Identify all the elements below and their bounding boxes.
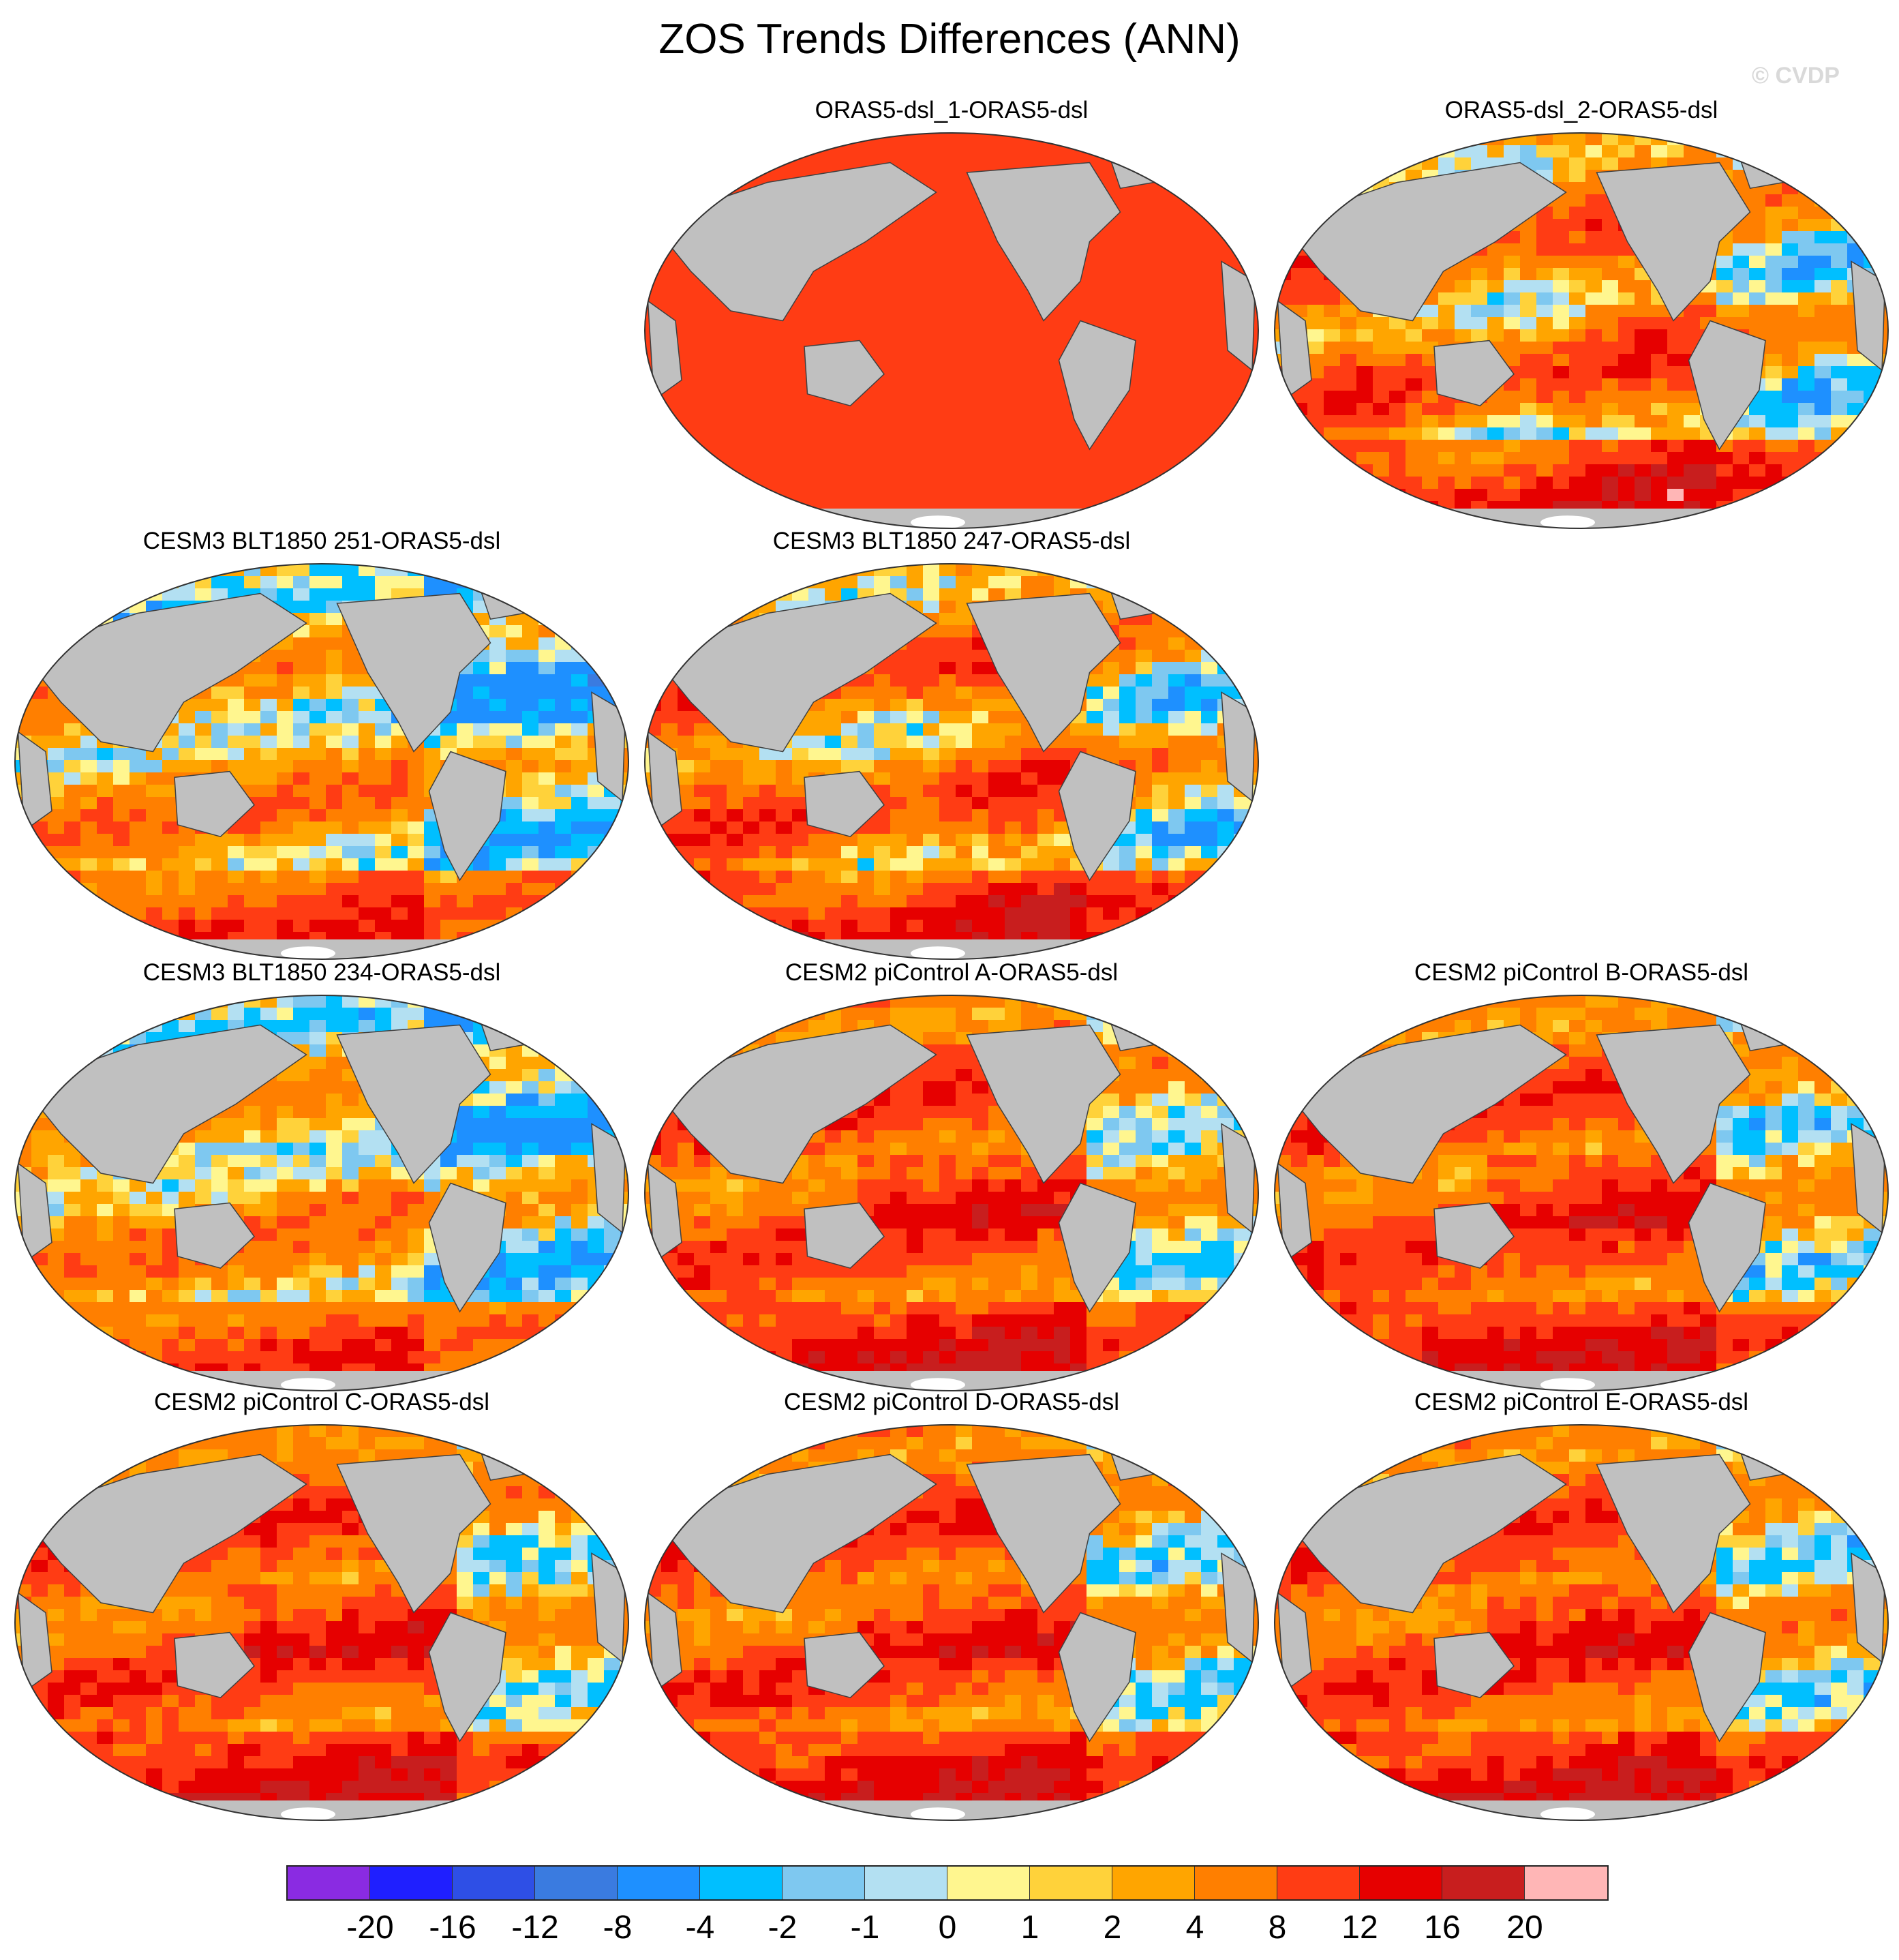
colorbar-cell: [1442, 1867, 1525, 1899]
robinson-map: [14, 1424, 629, 1821]
map-panel: CESM3 BLT1850 251-ORAS5-dsl: [11, 526, 633, 963]
panel-title: ORAS5-dsl_2-ORAS5-dsl: [1444, 97, 1718, 123]
colorbar-cell: [618, 1867, 700, 1899]
panel-title: CESM2 piControl D-ORAS5-dsl: [783, 1389, 1120, 1415]
map-panel: CESM2 piControl A-ORAS5-dsl: [641, 958, 1262, 1394]
colorbar-tick-label: 1: [1020, 1910, 1039, 1946]
colorbar-tick-label: 0: [938, 1910, 957, 1946]
map-border: [14, 995, 629, 1391]
map-panel: CESM2 piControl C-ORAS5-dsl: [11, 1387, 633, 1824]
copyright-watermark: © CVDP: [1752, 63, 1840, 89]
map-panel: CESM2 piControl D-ORAS5-dsl: [641, 1387, 1262, 1824]
colorbar-tick-label: -4: [685, 1910, 715, 1946]
map-border: [14, 1424, 629, 1821]
colorbar-tick-label: -2: [768, 1910, 797, 1946]
map-border: [1274, 995, 1889, 1391]
figure-title: ZOS Trends Differences (ANN): [658, 16, 1241, 63]
colorbar: [286, 1865, 1609, 1901]
colorbar-tick-label: 2: [1103, 1910, 1122, 1946]
colorbar-cell: [947, 1867, 1030, 1899]
map-panel: ORAS5-dsl_1-ORAS5-dsl: [641, 95, 1262, 532]
map-border: [644, 563, 1259, 960]
colorbar-tick-label: -12: [511, 1910, 559, 1946]
panel-title: CESM2 piControl E-ORAS5-dsl: [1414, 1389, 1749, 1415]
panel-title: CESM2 piControl A-ORAS5-dsl: [785, 959, 1119, 986]
land-masses: [645, 573, 1258, 959]
panel-title: CESM3 BLT1850 234-ORAS5-dsl: [142, 959, 501, 986]
map-border: [644, 1424, 1259, 1821]
robinson-map: [14, 995, 629, 1391]
land-masses: [645, 142, 1258, 528]
colorbar-cell: [700, 1867, 783, 1899]
robinson-map: [644, 563, 1259, 960]
panel-title: CESM2 piControl C-ORAS5-dsl: [153, 1389, 490, 1415]
colorbar-tick-label: -8: [603, 1910, 633, 1946]
colorbar-cell: [288, 1867, 370, 1899]
map-border: [1274, 1424, 1889, 1821]
map-panel: CESM2 piControl B-ORAS5-dsl: [1271, 958, 1892, 1394]
robinson-map: [1274, 1424, 1889, 1821]
colorbar-tick-label: 20: [1506, 1910, 1543, 1946]
colorbar-tick-label: 16: [1424, 1910, 1461, 1946]
colorbar-cell: [1277, 1867, 1360, 1899]
colorbar-cell: [1030, 1867, 1112, 1899]
colorbar-cell: [865, 1867, 947, 1899]
map-panel: CESM3 BLT1850 247-ORAS5-dsl: [641, 526, 1262, 963]
colorbar-cell: [1525, 1867, 1607, 1899]
panel-title: CESM2 piControl B-ORAS5-dsl: [1414, 959, 1749, 986]
colorbar-tick-label: 4: [1185, 1910, 1204, 1946]
map-border: [1274, 132, 1889, 529]
colorbar-cell: [1195, 1867, 1277, 1899]
colorbar-tick-label: 8: [1268, 1910, 1287, 1946]
robinson-map: [644, 1424, 1259, 1821]
colorbar-tick-label: -1: [850, 1910, 880, 1946]
robinson-map: [1274, 995, 1889, 1391]
colorbar-cell: [370, 1867, 453, 1899]
colorbar-cell: [453, 1867, 535, 1899]
robinson-map: [644, 132, 1259, 529]
colorbar-cell: [783, 1867, 865, 1899]
map-panel: CESM3 BLT1850 234-ORAS5-dsl: [11, 958, 633, 1394]
panel-title: CESM3 BLT1850 247-ORAS5-dsl: [772, 528, 1131, 554]
robinson-map: [644, 995, 1259, 1391]
panel-title: ORAS5-dsl_1-ORAS5-dsl: [815, 97, 1089, 123]
colorbar-cell: [1112, 1867, 1195, 1899]
colorbar-cell: [1360, 1867, 1442, 1899]
map-border: [644, 995, 1259, 1391]
land-masses: [1275, 1434, 1888, 1820]
colorbar-tick-label: -16: [429, 1910, 476, 1946]
colorbar-tick-label: -20: [346, 1910, 394, 1946]
robinson-map: [14, 563, 629, 960]
map-panel: CESM2 piControl E-ORAS5-dsl: [1271, 1387, 1892, 1824]
colorbar-cell: [535, 1867, 618, 1899]
map-panel: ORAS5-dsl_2-ORAS5-dsl: [1271, 95, 1892, 532]
map-border: [644, 132, 1259, 529]
map-border: [14, 563, 629, 960]
colorbar-tick-label: 12: [1341, 1910, 1378, 1946]
robinson-map: [1274, 132, 1889, 529]
panel-title: CESM3 BLT1850 251-ORAS5-dsl: [142, 528, 501, 554]
